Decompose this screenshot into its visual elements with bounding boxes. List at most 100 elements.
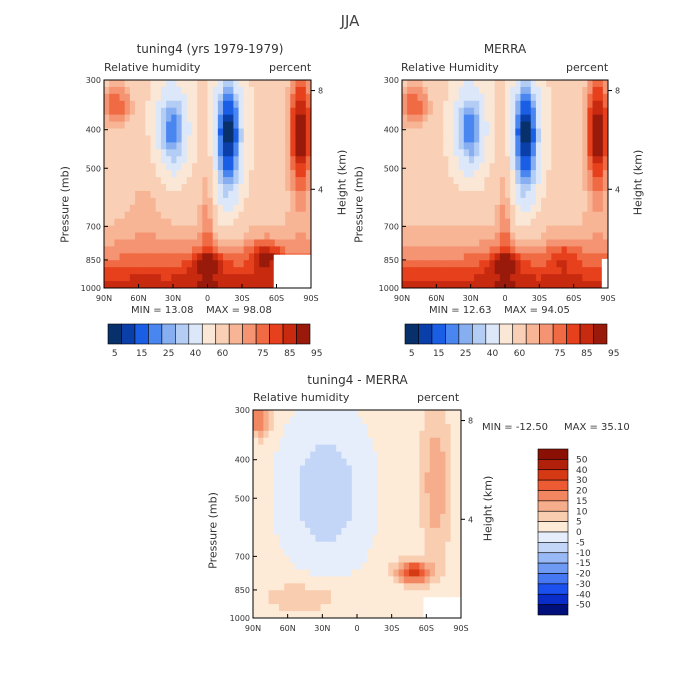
field-cell (109, 80, 115, 88)
field-cell (191, 184, 198, 192)
field-cell (140, 100, 146, 109)
field-cell (114, 190, 121, 199)
field-cell (119, 260, 126, 268)
field-cell (176, 190, 183, 199)
field-cell (233, 86, 240, 95)
field-cell (212, 107, 219, 116)
field-cell (279, 163, 286, 171)
field-cell (140, 128, 146, 137)
field-cell (202, 114, 209, 123)
field-cell (114, 156, 121, 164)
field-cell (166, 86, 172, 95)
field-cell (109, 190, 115, 199)
field-cell (238, 100, 245, 109)
field-cell (269, 149, 276, 157)
field-cell (274, 163, 281, 171)
field-cell (166, 197, 172, 206)
field-cell (176, 204, 183, 213)
field-cell (202, 184, 209, 192)
field-cell (135, 177, 141, 185)
field-cell (114, 149, 121, 157)
field-cell (191, 246, 198, 254)
field-cell (254, 225, 260, 234)
field-cell (124, 135, 131, 143)
field-cell (124, 128, 131, 137)
field-cell (279, 239, 286, 247)
field-cell (176, 260, 183, 268)
field-cell (197, 163, 203, 171)
field-cell (197, 170, 203, 178)
field-cell (197, 135, 203, 143)
field-cell (202, 211, 209, 220)
field-cell (166, 100, 172, 109)
field-cell (181, 149, 188, 157)
field-cell (124, 80, 131, 88)
field-cell (109, 170, 115, 178)
field-cell (238, 225, 245, 234)
field-cell (176, 218, 183, 227)
field-cell (145, 100, 152, 109)
field-cell (233, 274, 240, 282)
field-cell (171, 260, 178, 268)
field-cell (243, 260, 250, 268)
field-cell (114, 281, 121, 288)
field-cell (171, 197, 178, 206)
field-cell (114, 107, 121, 116)
field-cell (104, 142, 110, 150)
field-cell (274, 232, 281, 241)
field-cell (290, 156, 297, 164)
field-cell (124, 100, 131, 109)
colorbar-swatch (282, 323, 297, 345)
field-cell (160, 274, 167, 282)
field-cell (295, 80, 302, 88)
field-cell (274, 225, 281, 234)
field-cell (248, 197, 255, 206)
field-cell (243, 135, 250, 143)
field-cell (228, 239, 234, 247)
field-cell (223, 204, 229, 213)
field-cell (274, 107, 281, 116)
field-cell (290, 142, 297, 150)
field-cell (150, 114, 157, 123)
field-cell (290, 177, 297, 185)
panel-2-min-label: MIN = (429, 305, 460, 316)
field-cell (212, 86, 219, 95)
field-cell (140, 170, 146, 178)
field-cell (264, 93, 271, 102)
colorbar-swatch (215, 323, 230, 345)
field-cell (119, 211, 126, 220)
field-cell (248, 177, 255, 185)
field-cell (160, 281, 167, 288)
field-cell (186, 218, 193, 227)
field-cell (238, 267, 245, 275)
field-cell (300, 232, 307, 241)
panel-2-stats: MIN = 12.63 MAX = 94.05 (429, 305, 570, 316)
field-cell (233, 80, 240, 88)
field-cell (114, 218, 121, 227)
field-cell (243, 114, 250, 123)
field-cell (135, 170, 141, 178)
panel-1-y-axis-label: Pressure (mb) (58, 166, 72, 243)
field-cell (274, 142, 281, 150)
field-cell (150, 80, 157, 88)
field-cell (197, 128, 203, 137)
field-cell (104, 128, 110, 137)
field-cell (259, 86, 266, 95)
field-cell (176, 142, 183, 150)
field-cell (274, 197, 281, 206)
colorbar-label: 75 (257, 349, 268, 359)
field-cell (233, 281, 240, 288)
x-tick-label: 60N (130, 294, 146, 303)
field-cell (197, 80, 203, 88)
field-cell (305, 218, 311, 227)
x-tick-label: 30N (165, 294, 181, 303)
field-cell (290, 163, 297, 171)
field-cell (150, 93, 157, 102)
field-cell (202, 197, 209, 206)
field-cell (109, 100, 115, 109)
field-cell (254, 80, 260, 88)
field-cell (109, 260, 115, 268)
field-cell (305, 93, 311, 102)
colorbar-swatch (228, 323, 243, 345)
field-cell (269, 163, 276, 171)
